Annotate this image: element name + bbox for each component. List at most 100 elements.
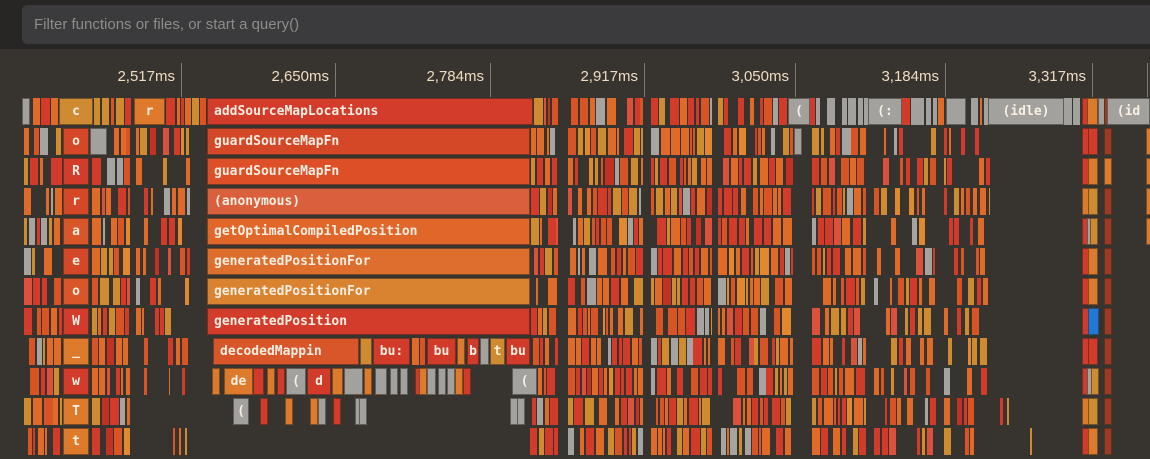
flame-bar[interactable] <box>785 428 791 455</box>
flame-bar[interactable] <box>853 248 861 275</box>
flame-bar[interactable] <box>37 338 42 365</box>
flame-bar[interactable] <box>842 338 845 365</box>
flame-bar[interactable] <box>49 218 52 245</box>
flame-bar[interactable] <box>587 278 596 305</box>
flame-bar[interactable] <box>816 188 821 215</box>
flame-bar[interactable] <box>764 188 772 215</box>
flame-bar[interactable] <box>944 368 950 395</box>
flame-bar[interactable] <box>116 98 124 125</box>
flame-bar[interactable] <box>655 158 658 185</box>
flame-frame[interactable] <box>1146 218 1150 245</box>
flame-bar[interactable] <box>762 128 765 155</box>
flame-bar[interactable] <box>179 428 181 455</box>
flame-bar[interactable] <box>531 158 535 185</box>
flame-frame[interactable] <box>455 368 463 395</box>
flame-bar[interactable] <box>621 368 624 395</box>
flame-bar[interactable] <box>743 308 749 335</box>
flame-bar[interactable] <box>110 398 119 425</box>
flame-bar[interactable] <box>592 218 595 245</box>
flame-bar[interactable] <box>739 218 745 245</box>
flame-bar[interactable] <box>540 248 544 275</box>
flame-bar[interactable] <box>615 158 619 185</box>
flame-bar[interactable] <box>641 128 643 155</box>
flame-bar[interactable] <box>412 338 419 365</box>
flame-bar[interactable] <box>54 338 61 365</box>
flame-bar[interactable] <box>965 308 969 335</box>
flame-bar[interactable] <box>1064 98 1072 125</box>
flame-bar[interactable] <box>812 308 820 335</box>
flame-bar[interactable] <box>738 98 744 125</box>
flame-bar[interactable] <box>140 128 147 155</box>
flame-bar[interactable] <box>773 188 777 215</box>
flame-bar[interactable] <box>924 308 931 335</box>
flame-bar[interactable] <box>662 338 669 365</box>
flame-bar[interactable] <box>102 188 105 215</box>
flame-bar[interactable] <box>957 308 961 335</box>
flame-bar[interactable] <box>854 308 860 335</box>
flame-bar[interactable] <box>568 308 576 335</box>
flame-bar[interactable] <box>621 398 627 425</box>
flame-bar[interactable] <box>51 308 57 335</box>
flame-bar[interactable] <box>957 398 962 425</box>
flame-frame[interactable] <box>427 368 436 395</box>
flame-bar[interactable] <box>34 128 39 155</box>
flame-frame[interactable] <box>463 368 471 395</box>
flame-bar[interactable] <box>700 368 707 395</box>
flame-bar[interactable] <box>44 398 53 425</box>
flame-bar[interactable] <box>634 368 637 395</box>
flame-bar[interactable] <box>571 98 578 125</box>
flame-bar[interactable] <box>24 248 31 275</box>
flame-bar[interactable] <box>592 368 598 395</box>
flame-bar[interactable] <box>101 248 107 275</box>
flame-bar[interactable] <box>919 218 925 245</box>
flame-bar[interactable] <box>981 368 987 395</box>
flame-bar[interactable] <box>853 428 858 455</box>
flame-bar[interactable] <box>596 98 605 125</box>
flame-bar[interactable] <box>656 308 663 335</box>
flame-bar[interactable] <box>750 98 754 125</box>
flame-bar[interactable] <box>100 278 109 305</box>
flame-bar[interactable] <box>538 368 542 395</box>
flame-bar[interactable] <box>548 188 552 215</box>
flame-bar[interactable] <box>116 308 124 335</box>
flame-bar[interactable] <box>92 428 100 455</box>
flame-bar[interactable] <box>578 128 583 155</box>
flame-bar[interactable] <box>929 278 935 305</box>
flame-bar[interactable] <box>589 248 596 275</box>
flame-bar[interactable] <box>818 398 822 425</box>
flame-bar[interactable] <box>784 368 787 395</box>
flame-frame[interactable] <box>332 368 343 395</box>
flame-frame[interactable] <box>277 368 285 395</box>
flame-bar[interactable] <box>968 398 974 425</box>
flame-bar[interactable] <box>99 368 105 395</box>
flame-frame[interactable] <box>1088 248 1098 275</box>
flame-bar[interactable] <box>657 368 666 395</box>
flame-bar[interactable] <box>771 248 778 275</box>
flame-bar[interactable] <box>906 158 910 185</box>
flame-frame[interactable]: de <box>224 368 253 395</box>
flame-bar[interactable] <box>931 128 936 155</box>
flame-bar[interactable] <box>1000 398 1003 425</box>
flame-bar[interactable] <box>754 278 760 305</box>
flame-bar[interactable] <box>599 368 603 395</box>
flame-bar[interactable] <box>116 368 120 395</box>
flame-bar[interactable] <box>574 398 583 425</box>
flame-bar[interactable] <box>120 398 125 425</box>
flame-frame[interactable]: bu: <box>373 338 410 365</box>
flame-bar[interactable] <box>785 278 792 305</box>
flame-bar[interactable] <box>790 338 793 365</box>
flame-bar[interactable] <box>764 98 772 125</box>
flame-bar[interactable] <box>683 248 688 275</box>
flame-bar[interactable] <box>681 218 686 245</box>
flame-frame[interactable] <box>1146 128 1150 155</box>
flame-bar[interactable] <box>33 428 35 455</box>
flame-bar[interactable] <box>651 98 658 125</box>
flame-bar[interactable] <box>550 398 558 425</box>
flame-bar[interactable] <box>925 398 928 425</box>
flame-bar[interactable] <box>657 218 666 245</box>
flame-bar[interactable] <box>966 188 970 215</box>
flame-bar[interactable] <box>917 158 923 185</box>
flame-frame[interactable]: (idle) <box>988 98 1064 125</box>
flame-bar[interactable] <box>144 338 148 365</box>
flame-bar[interactable] <box>596 218 599 245</box>
